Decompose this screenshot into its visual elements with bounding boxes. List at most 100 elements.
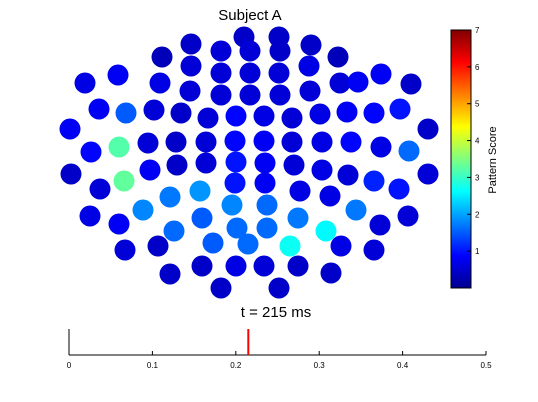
electrode-56 <box>166 154 188 176</box>
colorbar-tick-label-5: 5 <box>475 100 480 109</box>
electrode-70 <box>189 180 211 202</box>
electrode-87 <box>202 232 224 254</box>
electrode-36 <box>336 101 358 123</box>
time-tick-label-0.3: 0.3 <box>314 361 326 370</box>
colorbar-label: Pattern Score <box>487 126 499 193</box>
electrode-93 <box>363 239 385 261</box>
electrode-96 <box>253 255 275 277</box>
electrode-52 <box>398 140 420 162</box>
electrode-42 <box>108 136 130 158</box>
electrode-8 <box>151 46 173 68</box>
electrode-90 <box>114 239 136 261</box>
electrode-49 <box>311 131 333 153</box>
electrode-100 <box>210 277 232 299</box>
electrode-23 <box>329 72 351 94</box>
electrode-66 <box>388 178 410 200</box>
colorbar-tick-label-6: 6 <box>475 63 480 72</box>
electrode-17 <box>149 72 171 94</box>
colorbar-gradient <box>450 29 472 289</box>
electrode-77 <box>79 205 101 227</box>
electrode-11 <box>210 62 232 84</box>
time-tick-label-0: 0 <box>67 361 72 370</box>
electrode-71 <box>289 180 311 202</box>
electrode-27 <box>88 98 110 120</box>
electrode-85 <box>256 217 278 239</box>
electrode-28 <box>115 102 137 124</box>
electrode-78 <box>397 205 419 227</box>
electrode-38 <box>389 98 411 120</box>
electrode-43 <box>137 132 159 154</box>
electrode-7 <box>300 34 322 56</box>
electrode-91 <box>147 235 169 257</box>
electrode-99 <box>320 262 342 284</box>
electrode-33 <box>253 105 275 127</box>
electrode-12 <box>239 62 261 84</box>
electrode-46 <box>224 130 246 152</box>
electrode-45 <box>195 131 217 153</box>
electrode-20 <box>239 84 261 106</box>
time-ticks: 0 0.1 0.2 0.3 0.4 0.5 <box>67 351 492 370</box>
electrode-34 <box>281 107 303 129</box>
electrode-13 <box>268 62 290 84</box>
electrode-101 <box>268 277 290 299</box>
electrode-72 <box>319 185 341 207</box>
electrode-39 <box>59 118 81 140</box>
colorbar-tick-label-1: 1 <box>475 247 480 256</box>
electrode-layer <box>59 26 439 299</box>
electrode-35 <box>309 103 331 125</box>
electrode-98 <box>159 263 181 285</box>
electrode-75 <box>256 194 278 216</box>
time-axis: t = 215 ms 0 0.1 0.2 0.3 0.4 0.5 <box>67 304 492 370</box>
electrode-22 <box>299 80 321 102</box>
electrode-95 <box>225 255 247 277</box>
electrode-16 <box>74 72 96 94</box>
electrode-74 <box>221 194 243 216</box>
electrode-54 <box>113 170 135 192</box>
electrode-44 <box>165 131 187 153</box>
colorbar-tick-label-3: 3 <box>475 173 480 182</box>
electrode-89 <box>279 235 301 257</box>
electrode-6 <box>269 40 291 62</box>
electrode-64 <box>417 163 439 185</box>
electrode-82 <box>369 214 391 236</box>
electrode-61 <box>311 159 333 181</box>
electrode-94 <box>191 255 213 277</box>
electrode-59 <box>254 152 276 174</box>
electrode-37 <box>363 102 385 124</box>
electrode-97 <box>287 255 309 277</box>
time-tick-label-0.2: 0.2 <box>230 361 242 370</box>
electrode-19 <box>210 84 232 106</box>
electrode-55 <box>139 159 161 181</box>
electrode-48 <box>281 131 303 153</box>
electrode-24 <box>347 71 369 93</box>
electrode-14 <box>298 55 320 77</box>
electrode-51 <box>370 136 392 158</box>
electrode-67 <box>224 172 246 194</box>
electrode-32 <box>225 105 247 127</box>
electrode-21 <box>269 84 291 106</box>
electrode-80 <box>191 207 213 229</box>
topo-plot: Subject A <box>59 7 439 299</box>
electrode-60 <box>283 154 305 176</box>
electrode-29 <box>143 99 165 121</box>
electrode-5 <box>239 40 261 62</box>
time-tick-label-0.5: 0.5 <box>480 361 492 370</box>
electrode-62 <box>337 164 359 186</box>
electrode-84 <box>226 217 248 239</box>
time-tick-label-0.4: 0.4 <box>397 361 409 370</box>
electrode-57 <box>195 152 217 174</box>
topo-title: Subject A <box>218 7 281 24</box>
electrode-79 <box>108 213 130 235</box>
electrode-53 <box>60 163 82 185</box>
electrode-30 <box>170 102 192 124</box>
electrode-73 <box>132 199 154 221</box>
electrode-31 <box>197 107 219 129</box>
electrode-41 <box>80 141 102 163</box>
time-title: t = 215 ms <box>241 304 311 321</box>
electrode-47 <box>253 130 275 152</box>
colorbar-tick-label-2: 2 <box>475 210 480 219</box>
time-tick-label-0.1: 0.1 <box>147 361 159 370</box>
electrode-92 <box>330 235 352 257</box>
colorbar-tick-label-4: 4 <box>475 137 480 146</box>
